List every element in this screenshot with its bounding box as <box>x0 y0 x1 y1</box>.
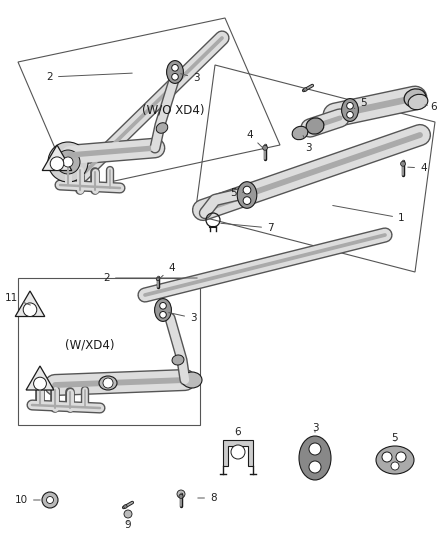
Text: 2: 2 <box>46 72 132 82</box>
Polygon shape <box>223 440 253 466</box>
Circle shape <box>46 497 53 504</box>
Text: 4: 4 <box>160 263 175 278</box>
Circle shape <box>382 452 392 462</box>
Ellipse shape <box>292 126 308 140</box>
Circle shape <box>23 303 37 317</box>
Text: 4: 4 <box>408 163 427 173</box>
Circle shape <box>309 443 321 455</box>
Text: 6: 6 <box>235 427 241 437</box>
Text: 3: 3 <box>303 135 311 153</box>
Text: 3: 3 <box>169 312 197 323</box>
Circle shape <box>42 492 58 508</box>
Circle shape <box>124 505 127 508</box>
Circle shape <box>347 111 353 118</box>
Circle shape <box>309 461 321 473</box>
Circle shape <box>231 445 245 459</box>
Text: 10: 10 <box>15 495 40 505</box>
Text: 7: 7 <box>221 223 274 233</box>
Circle shape <box>177 490 185 498</box>
Polygon shape <box>26 366 54 390</box>
Ellipse shape <box>166 61 184 83</box>
Circle shape <box>172 64 178 71</box>
Circle shape <box>34 377 46 390</box>
Circle shape <box>396 452 406 462</box>
Ellipse shape <box>342 99 358 122</box>
Text: 2: 2 <box>103 273 197 283</box>
Text: 11: 11 <box>5 293 30 305</box>
Text: 8: 8 <box>198 493 217 503</box>
Ellipse shape <box>408 94 428 110</box>
Text: 5: 5 <box>354 98 367 109</box>
Ellipse shape <box>182 372 202 388</box>
Ellipse shape <box>155 298 171 321</box>
Text: 3: 3 <box>181 73 200 83</box>
Ellipse shape <box>404 89 426 107</box>
Circle shape <box>48 142 88 182</box>
Ellipse shape <box>99 376 117 390</box>
Ellipse shape <box>299 436 331 480</box>
Circle shape <box>156 277 160 281</box>
Circle shape <box>179 494 183 498</box>
Text: (W/O XD4): (W/O XD4) <box>142 103 204 117</box>
Circle shape <box>347 102 353 109</box>
Circle shape <box>103 378 113 388</box>
Text: 9: 9 <box>125 520 131 530</box>
Circle shape <box>262 146 268 150</box>
Text: 3: 3 <box>312 423 318 433</box>
Circle shape <box>50 157 64 171</box>
Text: 4: 4 <box>246 130 263 148</box>
Circle shape <box>304 88 307 91</box>
Ellipse shape <box>376 446 414 474</box>
Circle shape <box>56 150 80 174</box>
Ellipse shape <box>306 118 324 134</box>
Polygon shape <box>42 145 72 171</box>
Circle shape <box>160 303 166 309</box>
Circle shape <box>400 161 406 166</box>
Ellipse shape <box>156 123 168 133</box>
Circle shape <box>243 197 251 205</box>
Ellipse shape <box>237 182 257 208</box>
Circle shape <box>160 311 166 318</box>
Polygon shape <box>15 291 45 317</box>
Circle shape <box>63 157 73 167</box>
Circle shape <box>124 510 132 518</box>
Ellipse shape <box>172 355 184 365</box>
Circle shape <box>172 74 178 80</box>
Text: (W/XD4): (W/XD4) <box>65 338 115 351</box>
Text: 1: 1 <box>333 206 405 223</box>
Text: 5: 5 <box>230 188 244 198</box>
Text: 5: 5 <box>392 433 398 443</box>
Circle shape <box>391 462 399 470</box>
Text: 6: 6 <box>425 102 437 112</box>
Circle shape <box>243 186 251 194</box>
